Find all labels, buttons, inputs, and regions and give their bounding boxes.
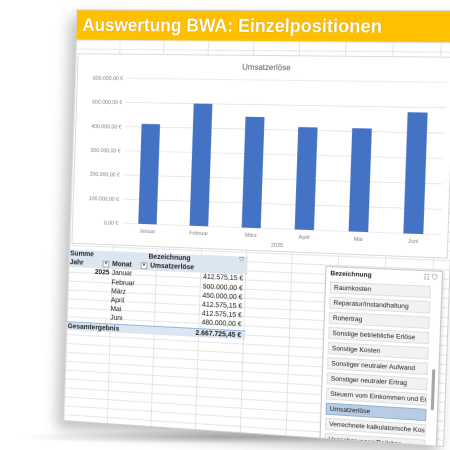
- y-tick-label: 500.000,00 €: [92, 100, 122, 106]
- y-tick-label: 100.000,00 €: [89, 196, 119, 203]
- slicer-list: Raumkosten Reparatur/Instandhaltung Rohert…: [320, 281, 441, 447]
- y-tick-label: 200.000,00 €: [90, 172, 120, 179]
- pivot-body: 2025 Januar 412.575,15 € Februar 500.000,00 …: [67, 267, 247, 330]
- chart-svg: Umsatzerlöse 0,00 € 100.000,00 € 200.000,0…: [72, 54, 450, 257]
- chart-title: Umsatzerlöse: [242, 63, 291, 73]
- jahr-dropdown[interactable]: ▾: [102, 260, 111, 269]
- x-group-label: 2025: [271, 243, 283, 250]
- monat-dropdown[interactable]: ▾: [140, 261, 149, 270]
- gridline: [122, 223, 441, 235]
- pivot-table[interactable]: Summe Bezeichnung ⛉ Jahr ▾ Monat ▾ Umsat…: [67, 249, 248, 339]
- y-tick-label: 600.000,00 €: [93, 76, 123, 82]
- x-tick-label: März: [245, 233, 258, 240]
- y-tick-label: 0,00 €: [104, 221, 119, 228]
- clear-filter-icon[interactable]: ⛉: [432, 275, 438, 282]
- chevron-down-icon[interactable]: ▾: [103, 260, 110, 267]
- bar-januar[interactable]: [138, 124, 160, 225]
- gridline: [127, 78, 447, 82]
- multi-select-icon[interactable]: ☷: [423, 274, 430, 281]
- slicer-item[interactable]: Rohertrag: [329, 312, 430, 329]
- x-tick-label: Mai: [353, 237, 362, 244]
- page-title: Auswertung BWA: Einzelpositionen: [76, 10, 450, 42]
- x-tick-label: Januar: [139, 229, 155, 236]
- slicer-toolbar: ☷ ⛉: [423, 271, 438, 286]
- spreadsheet: Auswertung BWA: Einzelpositionen Umsatze…: [63, 9, 450, 447]
- slicer-item[interactable]: Sonstige betriebliche Erlöse: [328, 327, 429, 344]
- bar-märz[interactable]: [242, 117, 265, 228]
- bar-mai[interactable]: [349, 128, 372, 232]
- chevron-down-icon[interactable]: ▾: [140, 262, 147, 269]
- x-tick-label: Februar: [189, 231, 208, 238]
- y-tick-label: 300.000,00 €: [90, 148, 120, 155]
- gridline: [125, 127, 444, 134]
- slicer-title: Bezeichnung: [330, 270, 371, 279]
- bezeichnung-slicer[interactable]: Bezeichnung ☷ ⛉ Raumkosten Reparatur/Inst…: [320, 266, 443, 447]
- x-tick-label: Juni: [408, 239, 419, 246]
- y-tick-label: 400.000,00 €: [91, 124, 121, 131]
- slicer-item[interactable]: Reparatur/Instandhaltung: [329, 297, 430, 314]
- filter-icon[interactable]: ⛉: [239, 256, 244, 265]
- bar-juni[interactable]: [403, 112, 427, 234]
- gridline: [123, 199, 442, 209]
- x-tick-label: April: [298, 235, 309, 242]
- gridline: [124, 175, 443, 184]
- gridline: [126, 102, 446, 107]
- bar-februar[interactable]: [190, 104, 213, 227]
- bar-april[interactable]: [295, 127, 318, 230]
- gridline: [124, 151, 443, 159]
- revenue-chart[interactable]: Umsatzerlöse 0,00 € 100.000,00 € 200.000,0…: [71, 53, 450, 258]
